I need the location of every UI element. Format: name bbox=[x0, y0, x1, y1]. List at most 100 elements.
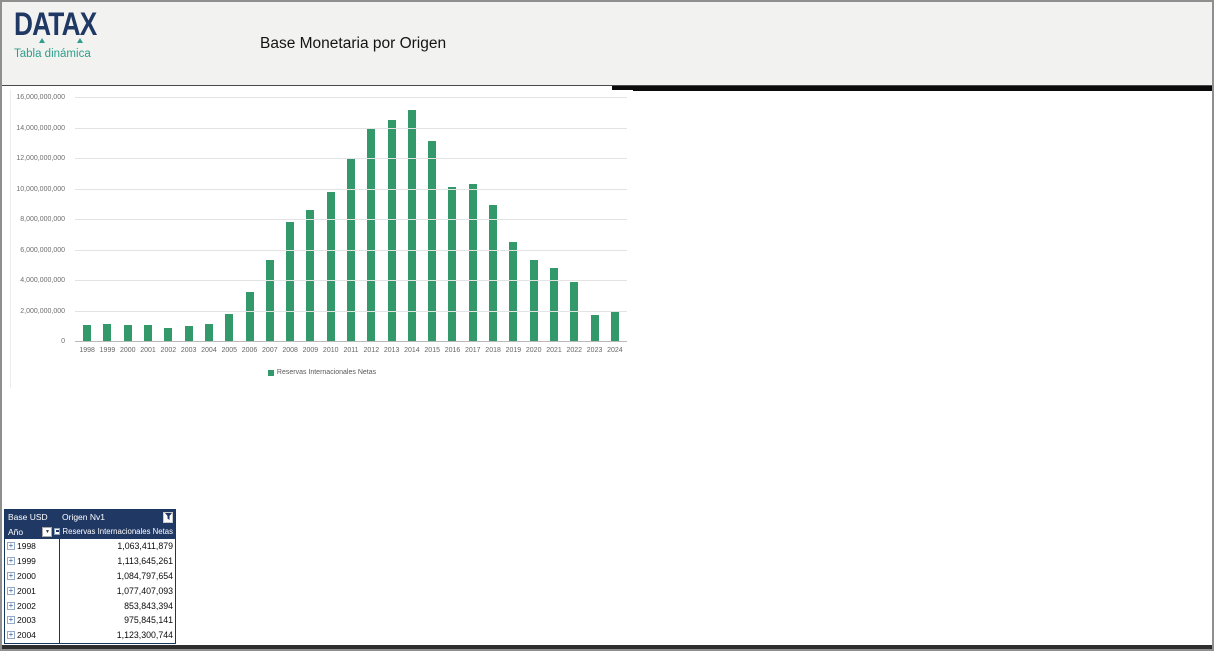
gridline bbox=[75, 280, 627, 281]
bar-2001[interactable] bbox=[144, 324, 153, 341]
bar-2012[interactable] bbox=[367, 128, 376, 341]
pivot-header-base-usd[interactable]: Base USD bbox=[8, 512, 48, 522]
bar-2000[interactable] bbox=[123, 324, 132, 341]
logo-accent-icon bbox=[77, 38, 83, 43]
bar-2002[interactable] bbox=[164, 328, 173, 341]
bar-2003[interactable] bbox=[184, 326, 193, 341]
pivot-year-label: 2001 bbox=[17, 585, 36, 596]
x-axis-tick-label: 2004 bbox=[201, 347, 217, 354]
pivot-header-origen-label: Origen Nv1 bbox=[62, 512, 105, 522]
bar-2016[interactable] bbox=[448, 187, 457, 341]
bar-2013[interactable] bbox=[387, 119, 396, 341]
legend-swatch-icon bbox=[267, 369, 274, 376]
bar-2020[interactable] bbox=[529, 260, 538, 341]
x-axis-tick-label: 2023 bbox=[586, 347, 603, 354]
bar-2007[interactable] bbox=[265, 260, 274, 341]
x-axis-line bbox=[75, 341, 627, 342]
pivot-header-anio[interactable]: Año ▼ bbox=[5, 526, 53, 537]
filter-dropdown-icon[interactable]: ▼ bbox=[42, 526, 53, 537]
table-row: +2003 975,845,141 bbox=[5, 612, 175, 628]
pivot-value-cell[interactable]: 1,123,300,744 bbox=[116, 630, 173, 641]
logo-text: DATAX bbox=[14, 6, 97, 42]
filter-funnel-icon[interactable] bbox=[163, 511, 173, 523]
pivot-value-cell[interactable]: 1,077,407,093 bbox=[116, 585, 173, 596]
pivot-header-origen[interactable]: Origen Nv1 bbox=[60, 511, 175, 523]
pivot-value-cell[interactable]: 1,063,411,879 bbox=[117, 541, 173, 552]
pivot-year-label: 2004 bbox=[17, 630, 36, 641]
bar-2014[interactable] bbox=[407, 110, 416, 341]
expand-plus-icon[interactable]: + bbox=[7, 630, 15, 640]
bar-2010[interactable] bbox=[326, 192, 335, 341]
bar-2019[interactable] bbox=[509, 241, 518, 341]
bar-slot bbox=[381, 97, 401, 341]
x-axis-tick-label: 2002 bbox=[160, 347, 177, 354]
y-axis-tick-label: 16,000,000,000 bbox=[16, 94, 65, 101]
expand-plus-icon[interactable]: + bbox=[7, 615, 15, 625]
expand-plus-icon[interactable]: + bbox=[7, 541, 15, 551]
bar-slot bbox=[402, 97, 422, 341]
pivot-year-cell[interactable]: +2002 bbox=[5, 598, 60, 613]
field-collapse-icon[interactable] bbox=[54, 528, 61, 535]
pivot-year-cell[interactable]: +2004 bbox=[5, 627, 60, 643]
bar-slot bbox=[463, 97, 483, 341]
bar-2018[interactable] bbox=[489, 204, 498, 341]
bar-2004[interactable] bbox=[204, 323, 213, 341]
x-axis-tick-label: 2006 bbox=[241, 347, 258, 354]
pivot-year-cell[interactable]: +2001 bbox=[5, 583, 60, 599]
x-axis-tick-label: 2001 bbox=[140, 347, 156, 354]
x-axis-tick-label: 2016 bbox=[444, 347, 461, 354]
bar-2015[interactable] bbox=[428, 140, 437, 341]
x-axis-tick-label: 2010 bbox=[322, 347, 339, 354]
bar-2024[interactable] bbox=[610, 310, 619, 341]
logo-accent-icon bbox=[39, 38, 45, 43]
bar-2005[interactable] bbox=[225, 314, 234, 341]
x-axis-tick-label: 2008 bbox=[282, 347, 298, 354]
expand-plus-icon[interactable]: + bbox=[7, 556, 15, 566]
pivot-value-cell[interactable]: 1,113,645,261 bbox=[117, 556, 173, 567]
bar-slot bbox=[584, 97, 604, 341]
bar-2008[interactable] bbox=[286, 222, 295, 341]
x-axis-tick-label: 2017 bbox=[465, 347, 481, 354]
bar-1998[interactable] bbox=[83, 324, 92, 341]
pivot-value-cell[interactable]: 853,843,394 bbox=[124, 600, 173, 611]
bar-slot bbox=[77, 97, 97, 341]
bar-2006[interactable] bbox=[245, 292, 254, 341]
pivot-year-label: 1998 bbox=[17, 541, 36, 552]
pivot-value-cell[interactable]: 975,845,141 bbox=[124, 615, 173, 626]
logo: DATAX Tabla dinámica bbox=[14, 6, 114, 59]
pivot-year-label: 2002 bbox=[17, 600, 36, 611]
x-axis-tick-label: 1998 bbox=[79, 347, 95, 354]
pivot-year-cell[interactable]: +1999 bbox=[5, 553, 60, 569]
pivot-year-cell[interactable]: +2000 bbox=[5, 568, 60, 584]
bar-2021[interactable] bbox=[549, 267, 558, 341]
bar-slot bbox=[118, 97, 138, 341]
bar-2009[interactable] bbox=[306, 209, 315, 341]
bar-slot bbox=[483, 97, 503, 341]
bar-2022[interactable] bbox=[570, 282, 579, 341]
pivot-year-cell[interactable]: +1998 bbox=[5, 539, 60, 554]
table-row: +2000 1,084,797,654 bbox=[5, 568, 175, 584]
pivot-year-label: 1999 bbox=[17, 556, 36, 567]
x-axis-tick-label: 2024 bbox=[607, 347, 623, 354]
y-axis-tick-label: 2,000,000,000 bbox=[20, 307, 65, 315]
expand-plus-icon[interactable]: + bbox=[7, 585, 15, 595]
chart-panel[interactable]: 1998 1999 2000 2001 2002 2003 2004 2005 2006 2007… bbox=[10, 90, 633, 388]
bar-slot bbox=[239, 97, 259, 341]
expand-plus-icon[interactable]: + bbox=[7, 600, 15, 610]
bar-slot bbox=[280, 97, 300, 341]
bar-1999[interactable] bbox=[103, 324, 112, 341]
pivot-value-cell[interactable]: 1,084,797,654 bbox=[116, 570, 173, 581]
table-row: +2004 1,123,300,744 bbox=[5, 627, 175, 643]
bar-2017[interactable] bbox=[468, 183, 477, 341]
pivot-value-header-label: Reservas Internacionales Netas bbox=[62, 527, 173, 536]
bar-2023[interactable] bbox=[590, 315, 599, 341]
pivot-year-cell[interactable]: +2003 bbox=[5, 612, 60, 628]
bar-slot bbox=[219, 97, 239, 341]
pivot-header-values[interactable]: Reservas Internacionales Netas bbox=[52, 527, 175, 536]
bar-slot bbox=[564, 97, 584, 341]
pivot-table: Base USD Origen Nv1 Año ▼ Reservas Inter… bbox=[4, 509, 176, 644]
expand-plus-icon[interactable]: + bbox=[7, 570, 15, 580]
gridline bbox=[75, 188, 627, 190]
gridline bbox=[75, 97, 627, 98]
